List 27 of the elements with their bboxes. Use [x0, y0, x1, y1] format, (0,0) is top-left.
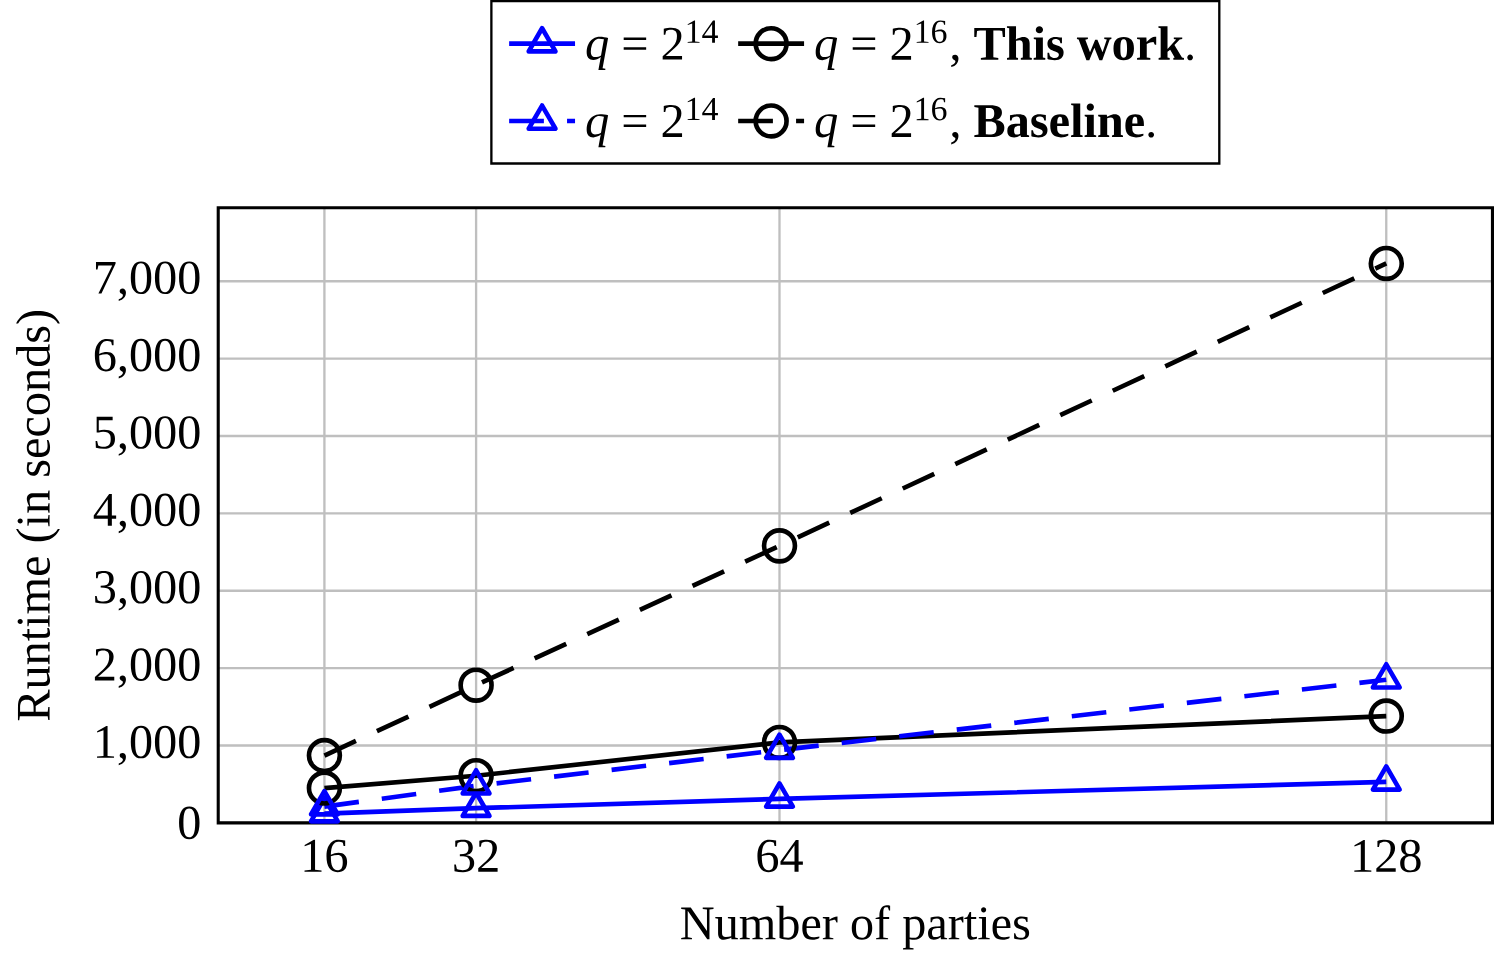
x-tick-label: 128: [1354, 839, 1421, 873]
point: [761, 528, 798, 564]
y-tick-label: 4,000: [93, 493, 200, 534]
y-axis-title: Runtime (in seconds): [16, 311, 60, 721]
y-tick-label: 0: [179, 806, 200, 840]
legend-label: q = 2$^{16}$, Baseline.: [815, 98, 1155, 148]
y-tick-label: 3,000: [95, 571, 200, 611]
legend-label: q = 2$^{14}$: [586, 20, 718, 71]
point: [763, 732, 796, 761]
y-tick-label: 7,000: [95, 261, 200, 302]
y-tick-label: 1,000: [97, 725, 200, 766]
x-tick-label: 64: [757, 839, 803, 873]
point: [308, 796, 341, 824]
x-axis-title: Number of parties: [681, 905, 1030, 950]
x-tick-label: 32: [454, 839, 498, 873]
point: [763, 781, 796, 810]
point: [1370, 764, 1402, 793]
point: [1370, 662, 1402, 690]
point: [460, 768, 492, 796]
point: [308, 789, 341, 817]
point: [1368, 245, 1405, 282]
y-tick-label: 5,000: [95, 416, 200, 456]
legend-label: q = 2$^{14}$: [586, 98, 718, 148]
y-tick-label: 2,000: [94, 648, 200, 689]
legend-label: q = 2$^{16}$, This work.: [815, 20, 1193, 71]
y-tick-label: 6,000: [94, 339, 200, 379]
x-tick-label: 16: [304, 839, 348, 873]
